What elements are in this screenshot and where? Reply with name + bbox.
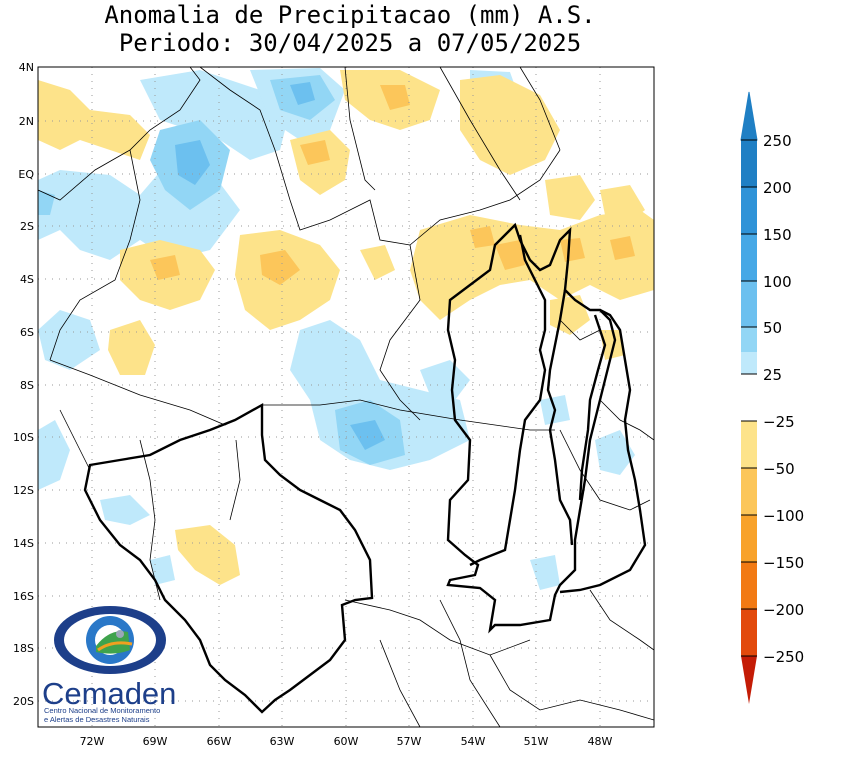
lat-label: 2S [20,220,34,233]
colorbar-label: −100 [763,507,804,525]
colorbar-swatch-150 [741,234,757,281]
negative-anomaly-medium [150,85,635,285]
lon-label: 69W [143,735,168,748]
colorbar-swatch-n25 [741,421,757,468]
colorbar-swatch-n200 [741,609,757,656]
colorbar-swatch-100 [741,281,757,327]
colorbar-swatch-250 [741,140,757,187]
lat-label: 20S [13,695,34,708]
lat-label: 16S [13,590,34,603]
cemaden-logo-icon [54,606,166,674]
lat-label: 18S [13,642,34,655]
colorbar-label: 200 [763,179,792,197]
map-period: Periodo: 30/04/2025 a 07/05/2025 [118,29,582,57]
colorbar-label: −25 [763,413,795,431]
colorbar-swatch-neutral [741,374,757,421]
lat-label: 14S [13,537,34,550]
anomaly-field [38,68,654,590]
latitude-labels: 4N 2N EQ 2S 4S 6S 8S 10S 12S 14S 16S 18S… [13,61,34,708]
positive-anomaly-light [38,68,635,590]
positive-anomaly-strong [175,82,385,450]
lat-label: 6S [20,326,34,339]
longitude-labels: 72W 69W 66W 63W 60W 57W 54W 51W 48W [80,735,613,748]
colorbar-label: −50 [763,460,795,478]
colorbar-label: 25 [763,366,782,384]
lon-label: 51W [524,735,549,748]
lon-label: 72W [80,735,105,748]
lon-label: 48W [588,735,613,748]
colorbar: 250 200 150 100 50 25 −25 −50 −100 −150 … [740,91,804,704]
lon-label: 54W [461,735,486,748]
lat-label: 8S [20,379,34,392]
colorbar-swatch-200 [741,187,757,234]
map-frame [37,66,655,728]
colorbar-swatch-n50 [741,468,757,515]
logo-subtitle-1: Centro Nacional de Monitoramento [44,706,161,715]
colorbar-label: −250 [763,648,804,666]
lat-label: EQ [18,168,34,181]
colorbar-label: −200 [763,601,804,619]
lon-label: 60W [334,735,359,748]
colorbar-label: −150 [763,554,804,572]
lat-label: 12S [13,484,34,497]
river-basin-outlines [83,222,647,714]
colorbar-swatch-25 [741,352,757,374]
logo-name: Cemaden [42,676,177,711]
lat-label: 4S [20,273,34,286]
colorbar-label: 100 [763,273,792,291]
lon-label: 63W [270,735,295,748]
colorbar-label: 150 [763,226,792,244]
grid-lines [38,67,654,727]
political-borders [38,67,654,727]
colorbar-top-arrow [740,91,758,141]
lat-label: 4N [19,61,34,74]
lat-label: 2N [19,115,34,128]
colorbar-bottom-arrow [741,656,757,704]
colorbar-label: 250 [763,132,792,150]
colorbar-swatch-n150 [741,562,757,609]
colorbar-label: 50 [763,319,782,337]
map-title: Anomalia de Precipitacao (mm) A.S. [104,1,596,29]
lat-label: 10S [13,431,34,444]
lon-label: 57W [397,735,422,748]
colorbar-swatch-n100 [741,515,757,562]
logo-subtitle-2: e Alertas de Desastres Naturais [44,715,150,724]
lon-label: 66W [207,735,232,748]
